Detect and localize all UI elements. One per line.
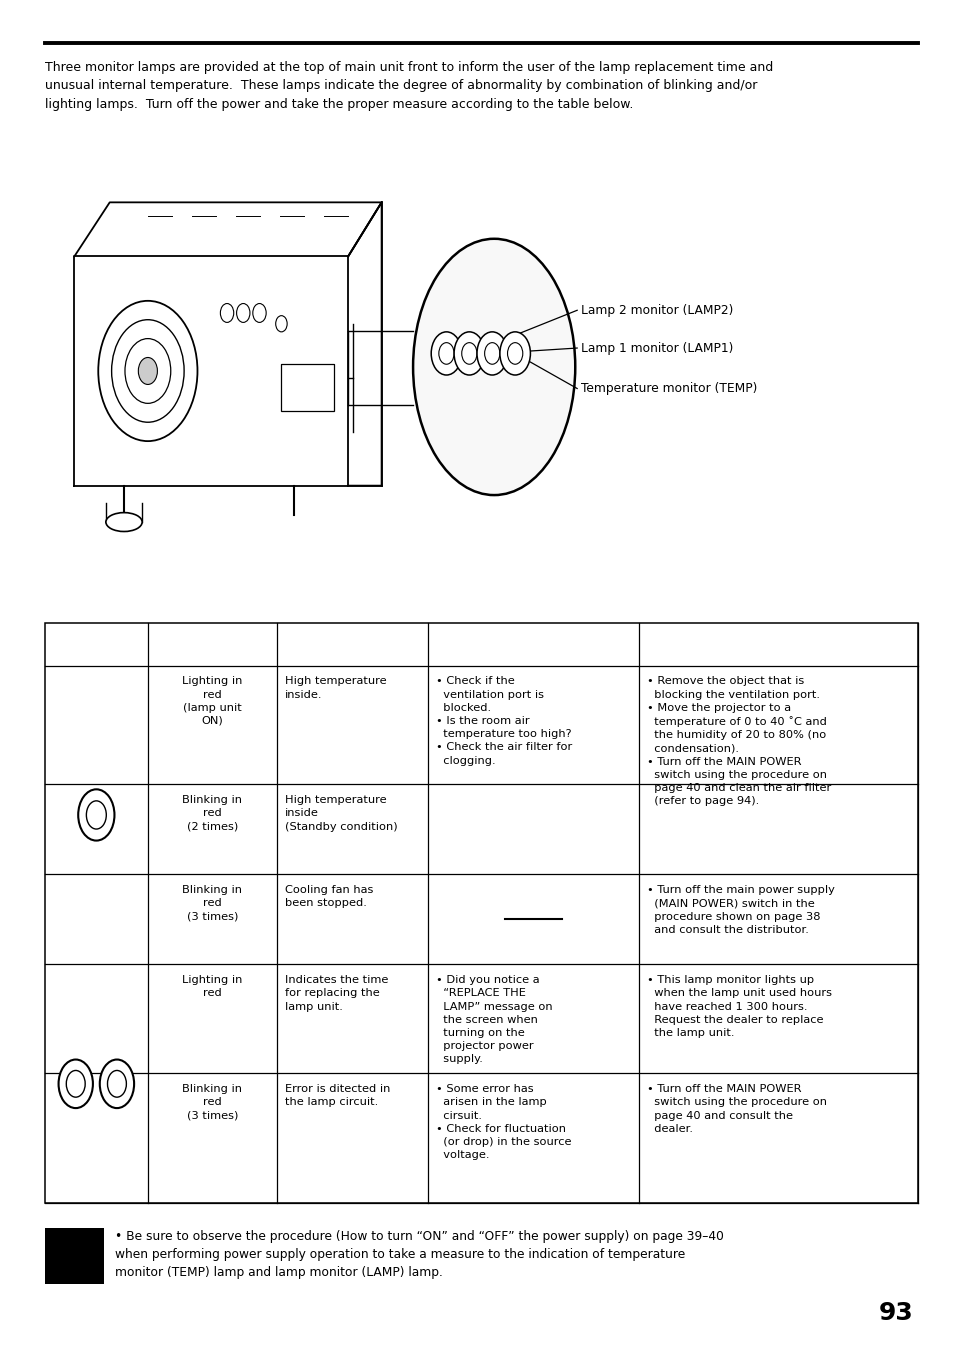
Circle shape [98,301,197,441]
Text: • Did you notice a
  “REPLACE THE
  LAMP” message on
  the screen when
  turning: • Did you notice a “REPLACE THE LAMP” me… [436,975,552,1064]
Bar [45,623,917,1203]
Text: • Some error has
  arisen in the lamp
  cirsuit.
• Check for fluctuation
  (or d: • Some error has arisen in the lamp cirs… [436,1085,571,1160]
Text: Temperature monitor (TEMP): Temperature monitor (TEMP) [580,382,757,395]
Text: Lamp 2 monitor (LAMP2): Lamp 2 monitor (LAMP2) [580,304,733,317]
Circle shape [499,332,530,375]
Text: 93: 93 [879,1300,913,1325]
Circle shape [125,339,171,403]
Text: • Check if the
  ventilation port is
  blocked.
• Is the room air
  temperature : • Check if the ventilation port is block… [436,676,572,766]
Circle shape [253,304,266,322]
Text: Lighting in
red: Lighting in red [182,975,242,998]
Text: • Turn off the MAIN POWER
  switch using the procedure on
  page 40 and consult : • Turn off the MAIN POWER switch using t… [646,1085,826,1133]
Text: • This lamp monitor lights up
  when the lamp unit used hours
  have reached 1 3: • This lamp monitor lights up when the l… [646,975,831,1037]
Circle shape [87,801,106,830]
Circle shape [112,320,184,422]
Text: Three monitor lamps are provided at the top of main unit front to inform the use: Three monitor lamps are provided at the … [45,61,772,111]
Circle shape [66,1071,85,1097]
Circle shape [100,1059,134,1108]
Circle shape [438,343,454,364]
Ellipse shape [413,239,575,495]
Text: Blinking in
red
(2 times): Blinking in red (2 times) [182,796,242,832]
Circle shape [484,343,499,364]
Circle shape [431,332,461,375]
Circle shape [220,304,233,322]
Text: High temperature
inside
(Standby condition): High temperature inside (Standby conditi… [284,796,396,832]
Circle shape [236,304,250,322]
Ellipse shape [106,513,142,532]
Circle shape [108,1071,126,1097]
Text: • Remove the object that is
  blocking the ventilation port.
• Move the projecto: • Remove the object that is blocking the… [646,676,830,807]
Text: Indicates the time
for replacing the
lamp unit.: Indicates the time for replacing the lam… [284,975,388,1012]
Circle shape [461,343,476,364]
Text: High temperature
inside.: High temperature inside. [284,676,386,700]
Text: • Turn off the main power supply
  (MAIN POWER) switch in the
  procedure shown : • Turn off the main power supply (MAIN P… [646,885,834,935]
Text: Lamp 1 monitor (LAMP1): Lamp 1 monitor (LAMP1) [580,341,733,355]
Circle shape [476,332,507,375]
Text: Error is ditected in
the lamp circuit.: Error is ditected in the lamp circuit. [284,1085,390,1108]
Circle shape [454,332,484,375]
Circle shape [507,343,522,364]
Circle shape [78,789,114,840]
Text: Blinking in
red
(3 times): Blinking in red (3 times) [182,885,242,921]
Text: Blinking in
red
(3 times): Blinking in red (3 times) [182,1085,242,1121]
Circle shape [138,357,157,384]
Circle shape [275,316,287,332]
Text: Lighting in
red
(lamp unit
ON): Lighting in red (lamp unit ON) [182,676,242,726]
Text: Cooling fan has
been stopped.: Cooling fan has been stopped. [284,885,373,908]
Text: • Be sure to observe the procedure (How to turn “ON” and “OFF” the power supply): • Be sure to observe the procedure (How … [115,1230,723,1279]
Bar [281,364,334,411]
Circle shape [58,1059,92,1108]
Bar [45,1228,104,1284]
